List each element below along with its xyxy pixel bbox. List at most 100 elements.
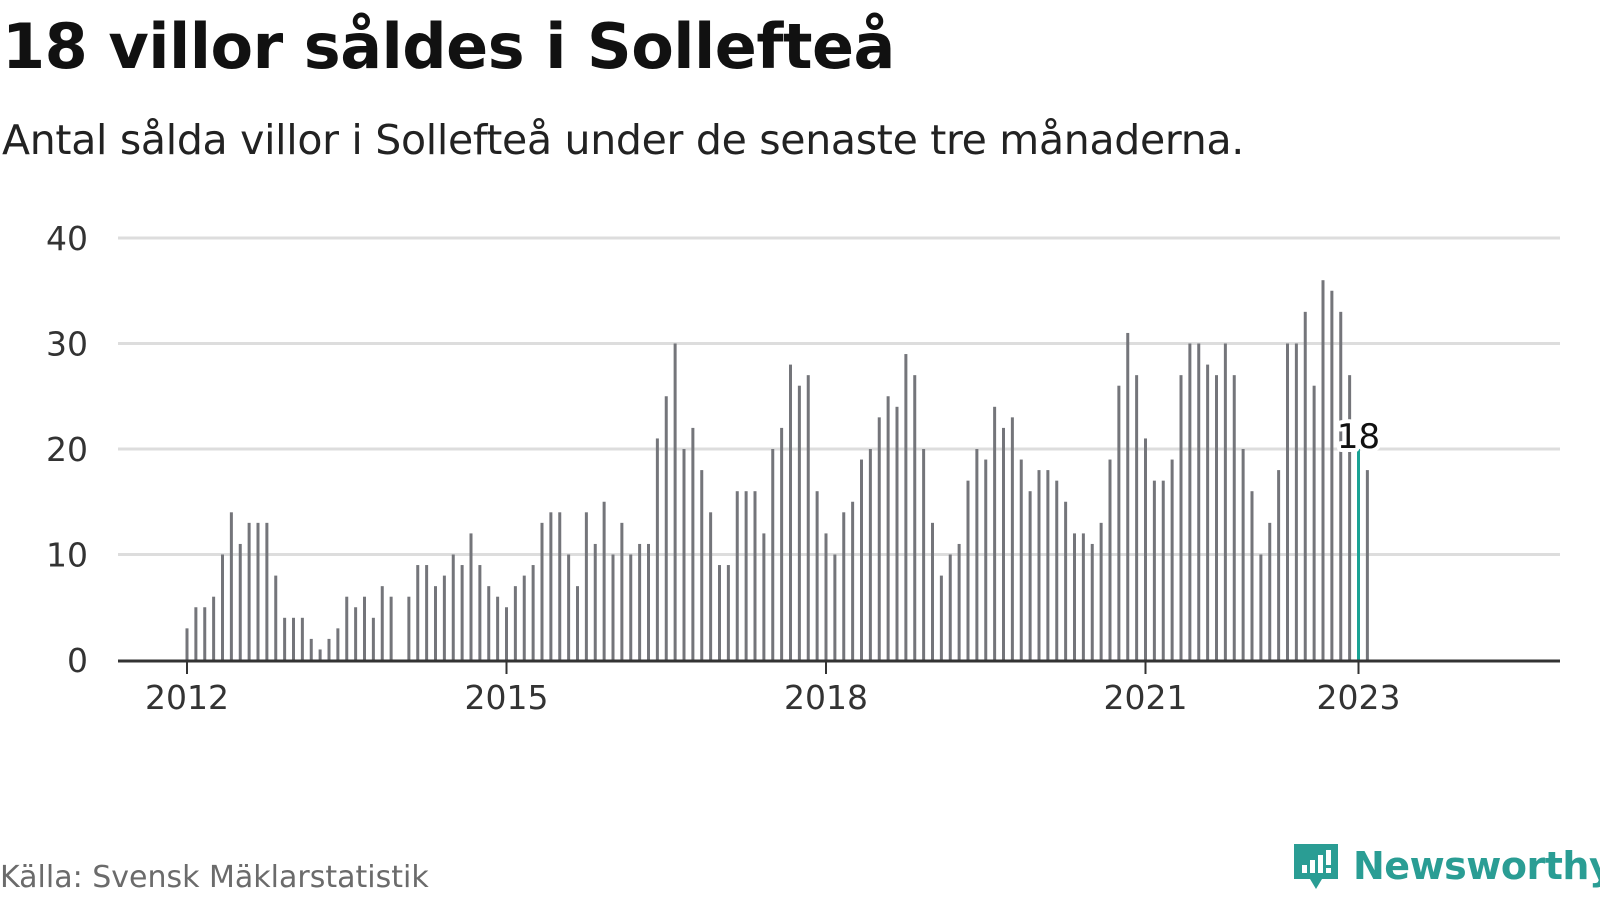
x-tick-label: 2012 (145, 678, 229, 717)
bar (1321, 280, 1325, 660)
bar (1037, 470, 1041, 660)
bar-highlighted (1357, 449, 1360, 660)
bar (247, 522, 251, 660)
bar (1002, 427, 1005, 660)
bar (1303, 311, 1307, 660)
bar (1348, 375, 1352, 660)
bar (904, 354, 908, 660)
highlight-value-label: 18 (1337, 417, 1380, 457)
bar (966, 480, 970, 660)
bar (682, 449, 686, 660)
bar (886, 396, 890, 660)
bar (842, 512, 846, 660)
brand-name: Newsworthy (1353, 844, 1600, 888)
bar (1064, 501, 1068, 660)
bar (797, 385, 801, 660)
bar (274, 575, 278, 660)
bar (806, 375, 810, 660)
bar (212, 596, 216, 660)
bar (647, 543, 650, 660)
bar (558, 512, 562, 660)
bar (371, 617, 375, 660)
bar (824, 533, 828, 660)
bar (1179, 375, 1183, 660)
bar (780, 427, 784, 660)
bar (389, 596, 393, 660)
bar (895, 406, 899, 660)
bar (513, 586, 517, 660)
bar (309, 638, 313, 660)
bar (354, 607, 358, 660)
bar (425, 565, 429, 660)
bar (1010, 417, 1014, 660)
bar (416, 565, 420, 660)
bar (1312, 385, 1316, 660)
bar (300, 617, 304, 660)
bar (1188, 343, 1192, 660)
bar (292, 617, 295, 660)
bar (1215, 375, 1218, 660)
bar (931, 522, 934, 660)
bar (1161, 480, 1165, 660)
bar (1135, 375, 1139, 660)
bars (185, 280, 1369, 660)
bar (469, 533, 473, 660)
bar (1206, 364, 1210, 660)
bar (1126, 332, 1130, 660)
bar (1090, 543, 1094, 660)
newsworthy-logo: Newsworthy (1291, 841, 1600, 891)
bar (1330, 290, 1334, 660)
bar (948, 554, 952, 660)
x-tick-label: 2023 (1317, 678, 1401, 717)
bar (531, 565, 535, 660)
bar (744, 491, 748, 660)
bar (939, 575, 943, 660)
bar (718, 565, 721, 660)
x-tick-label: 2015 (465, 678, 549, 717)
bar (363, 596, 366, 660)
bar (567, 554, 571, 660)
bar (1073, 533, 1076, 660)
y-axis-ticks: 0 10 20 30 40 (46, 219, 88, 680)
bar (1028, 491, 1032, 660)
y-tick-label: 30 (46, 325, 88, 364)
chart-title: 18 villor såldes i Sollefteå (2, 10, 895, 83)
bar (860, 459, 863, 660)
bar (283, 617, 287, 660)
bar (691, 427, 695, 660)
y-tick-label: 0 (67, 641, 88, 680)
bar (1055, 480, 1059, 660)
bar (877, 417, 881, 660)
source-note: Källa: Svensk Mäklarstatistik (0, 860, 429, 895)
bar (478, 565, 482, 660)
bar (629, 554, 633, 660)
bar-chart: 0 10 20 30 40 2012 2015 2018 2021 2023 18 (46, 219, 1560, 717)
bar (815, 491, 819, 660)
bar (726, 565, 730, 660)
x-tick-label: 2018 (784, 678, 868, 717)
bar (664, 396, 668, 660)
bar (451, 554, 455, 660)
bar (1259, 554, 1263, 660)
bar (1339, 311, 1343, 660)
bar (522, 575, 526, 660)
bar (957, 543, 961, 660)
bar (735, 491, 739, 660)
bar (496, 596, 500, 660)
bar (673, 343, 677, 660)
bar (620, 522, 624, 660)
bar (434, 586, 437, 660)
bar (1117, 385, 1121, 660)
bar (229, 512, 233, 660)
bar (265, 522, 269, 660)
bar (442, 575, 446, 660)
bar (221, 554, 224, 660)
y-tick-label: 40 (46, 219, 88, 258)
bar (1197, 343, 1201, 660)
x-axis-ticks: 2012 2015 2018 2021 2023 (145, 660, 1400, 717)
bar (1294, 343, 1298, 660)
bar (380, 586, 384, 660)
bar (1170, 459, 1174, 660)
chart-subtitle: Antal sålda villor i Sollefteå under de … (2, 116, 1245, 164)
bar (487, 586, 491, 660)
